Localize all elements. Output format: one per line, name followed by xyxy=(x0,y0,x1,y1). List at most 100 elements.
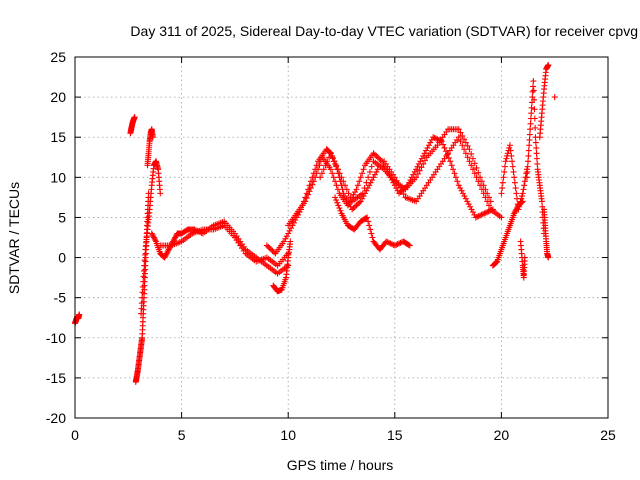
series-dip xyxy=(270,238,294,295)
data-point xyxy=(423,147,430,154)
data-point xyxy=(309,181,316,188)
data-point xyxy=(268,246,275,253)
data-point xyxy=(315,166,322,173)
data-point xyxy=(525,147,532,154)
data-point xyxy=(440,141,447,148)
data-point xyxy=(516,201,523,208)
data-point xyxy=(394,241,401,248)
data-point xyxy=(413,174,420,181)
data-point xyxy=(521,178,528,185)
data-point xyxy=(383,238,390,245)
series-band7 xyxy=(381,134,505,221)
data-point xyxy=(320,166,327,173)
data-point xyxy=(447,158,454,165)
data-point xyxy=(290,219,297,226)
data-point xyxy=(282,235,289,242)
data-point xyxy=(473,164,480,171)
data-point xyxy=(305,191,312,198)
data-point xyxy=(393,185,400,192)
data-point xyxy=(333,162,340,169)
data-point xyxy=(469,166,476,173)
data-point xyxy=(469,209,476,216)
data-point xyxy=(371,151,378,158)
data-point xyxy=(303,195,310,202)
y-tick-label: 0 xyxy=(58,250,66,266)
data-point xyxy=(411,168,418,175)
data-point xyxy=(509,163,516,170)
data-point xyxy=(465,201,472,208)
y-tick-label: -10 xyxy=(46,330,66,346)
data-point xyxy=(468,162,475,169)
data-point xyxy=(359,190,366,197)
data-point xyxy=(366,168,373,175)
data-point xyxy=(481,210,488,217)
data-point xyxy=(533,150,540,157)
data-point xyxy=(388,241,395,248)
data-point xyxy=(163,250,170,257)
data-point xyxy=(523,174,530,181)
data-point xyxy=(512,185,519,192)
data-point xyxy=(138,300,145,307)
series-band6 xyxy=(332,194,413,253)
data-point xyxy=(307,185,314,192)
data-point xyxy=(357,198,364,205)
data-point xyxy=(479,211,486,218)
data-point xyxy=(318,170,325,177)
data-point xyxy=(170,237,177,244)
data-point xyxy=(333,182,340,189)
data-point xyxy=(327,149,334,156)
data-point xyxy=(418,164,425,171)
data-point xyxy=(427,139,434,146)
data-point xyxy=(478,211,485,218)
data-point xyxy=(172,234,179,241)
data-point xyxy=(162,251,169,258)
data-point xyxy=(500,174,507,181)
data-point xyxy=(391,242,398,249)
data-point xyxy=(131,114,138,121)
data-point xyxy=(366,182,373,189)
data-point xyxy=(373,152,380,159)
data-point xyxy=(498,190,505,197)
data-point xyxy=(448,162,455,169)
series-seg10 xyxy=(517,238,528,281)
data-point xyxy=(520,186,527,193)
data-point xyxy=(477,212,484,219)
data-point xyxy=(367,226,374,233)
data-point xyxy=(149,134,156,141)
data-point xyxy=(477,182,484,189)
data-point xyxy=(545,254,552,261)
y-tick-label: 20 xyxy=(50,89,66,105)
data-point xyxy=(76,311,83,318)
data-point xyxy=(413,166,420,173)
data-point xyxy=(460,190,467,197)
data-point xyxy=(422,157,429,164)
data-point xyxy=(334,186,341,193)
data-point xyxy=(393,177,400,184)
data-point xyxy=(526,131,533,138)
data-point xyxy=(466,158,473,165)
data-point xyxy=(458,187,465,194)
data-point xyxy=(332,178,339,185)
data-point xyxy=(329,170,336,177)
data-point xyxy=(528,104,535,111)
data-point xyxy=(368,230,375,237)
data-point xyxy=(331,158,338,165)
data-point xyxy=(366,222,373,229)
data-point xyxy=(529,88,536,95)
y-tick-label: 25 xyxy=(50,49,66,65)
series-band5 xyxy=(317,126,494,205)
data-point xyxy=(506,142,513,149)
data-point xyxy=(473,174,480,181)
data-point xyxy=(148,230,155,237)
data-point xyxy=(343,186,350,193)
data-point xyxy=(498,214,505,221)
data-point xyxy=(287,238,294,245)
data-point xyxy=(417,158,424,165)
data-point xyxy=(346,199,353,206)
data-point xyxy=(365,218,372,225)
x-tick-label: 25 xyxy=(600,427,616,443)
data-point xyxy=(472,214,479,221)
data-point xyxy=(316,162,323,169)
data-point xyxy=(302,198,309,205)
data-point xyxy=(469,155,476,162)
